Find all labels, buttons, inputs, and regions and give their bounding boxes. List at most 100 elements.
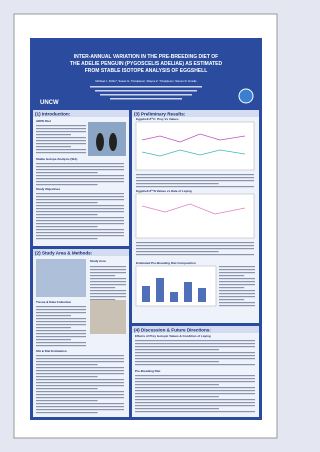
text-line (36, 137, 86, 138)
text-line (36, 193, 124, 194)
text-line (36, 312, 86, 313)
text-line (36, 403, 124, 404)
authors: Michael J. Polito*, Susan G. Trivelpiece… (95, 79, 197, 83)
text-line (219, 275, 244, 276)
text-line (135, 361, 219, 362)
text-line (36, 211, 124, 212)
text-line (36, 336, 86, 337)
text-line (36, 196, 124, 197)
text-line (36, 125, 86, 126)
subheading: Tissue & Data Collection (36, 300, 71, 304)
text-line (36, 358, 124, 359)
text-line (36, 324, 86, 325)
text-line (90, 275, 115, 276)
text-line (36, 146, 71, 147)
text-line (90, 278, 126, 279)
text-line (36, 172, 98, 173)
text-line (36, 388, 98, 389)
text-line (36, 208, 124, 209)
text-line (219, 302, 255, 303)
text-line (36, 364, 98, 365)
text-line (36, 163, 124, 164)
text-line (90, 296, 126, 297)
text-line (136, 186, 254, 187)
text-line (219, 269, 255, 270)
text-line (36, 128, 86, 129)
text-line (90, 269, 126, 270)
logo-right (239, 89, 253, 103)
subheading: Study Area (90, 259, 106, 263)
text-line (136, 245, 254, 246)
text-line (135, 381, 255, 382)
text-line (36, 178, 124, 179)
text-line (36, 406, 124, 407)
text-line (135, 349, 219, 350)
text-line (36, 309, 86, 310)
panel-heading: (2) Study Area & Methods: (35, 250, 93, 255)
text-line (36, 205, 124, 206)
poster-view: INTER-ANNUAL VARIATION IN THE PRE-BREEDI… (0, 0, 291, 452)
logo-left: UNCW (40, 100, 59, 106)
text-line (90, 272, 126, 273)
text-line (36, 202, 98, 203)
text-line (136, 248, 254, 249)
text-line (36, 391, 124, 392)
text-line (135, 346, 255, 347)
text-line (219, 266, 255, 267)
text-line (36, 327, 71, 328)
text-line (90, 293, 126, 294)
penguin (96, 133, 104, 151)
subheading: Eggshell δ¹⁵N Values vs Date of Laying (136, 189, 192, 193)
text-line (36, 143, 86, 144)
subheading: SIA & Diet Estimation (36, 349, 67, 353)
text-line (135, 343, 255, 344)
text-line (36, 385, 124, 386)
text-line (219, 287, 244, 288)
subheading: Effects of Prey Isotopic Values & Condit… (135, 334, 211, 338)
photo (90, 300, 126, 334)
text-line (135, 340, 255, 341)
text-line (219, 290, 255, 291)
text-line (36, 373, 124, 374)
text-line (36, 306, 86, 307)
text-line (136, 254, 254, 255)
text-line (36, 394, 124, 395)
text-line (135, 387, 255, 388)
text-line (90, 287, 115, 288)
text-line (90, 284, 126, 285)
chart-area (136, 122, 254, 170)
title-line: THE ADELIE PENGUIN (PYGOSCELIS ADELIAE) … (70, 61, 223, 67)
text-line (36, 152, 86, 153)
text-line (36, 181, 124, 182)
text-line (36, 184, 98, 185)
text-line (219, 278, 255, 279)
text-line (135, 390, 255, 391)
text-line (36, 382, 124, 383)
text-line (36, 355, 124, 356)
text-line (136, 183, 219, 184)
text-line (36, 409, 124, 410)
text-line (90, 290, 126, 291)
text-line (36, 330, 86, 331)
panel-heading: (3) Preliminary Results: (134, 111, 186, 116)
text-line (36, 166, 124, 167)
text-line (219, 293, 255, 294)
text-line (36, 140, 86, 141)
subheading: Estimated Pre-Breeding Diet Composition (136, 261, 196, 265)
subheading: ADPE Diet (36, 119, 51, 123)
text-line (36, 169, 124, 170)
panel-heading: (1) Introduction: (35, 111, 71, 116)
text-line (219, 281, 255, 282)
text-line (135, 396, 219, 397)
page: INTER-ANNUAL VARIATION IN THE PRE-BREEDI… (0, 0, 291, 452)
text-line (36, 345, 86, 346)
text-line (36, 238, 98, 239)
text-line (135, 355, 255, 356)
chart-bar (198, 288, 206, 302)
text-line (90, 266, 126, 267)
text-line (136, 180, 254, 181)
text-line (36, 318, 86, 319)
chart-bar (156, 278, 164, 302)
chart-bar (184, 282, 192, 302)
text-line (219, 284, 255, 285)
